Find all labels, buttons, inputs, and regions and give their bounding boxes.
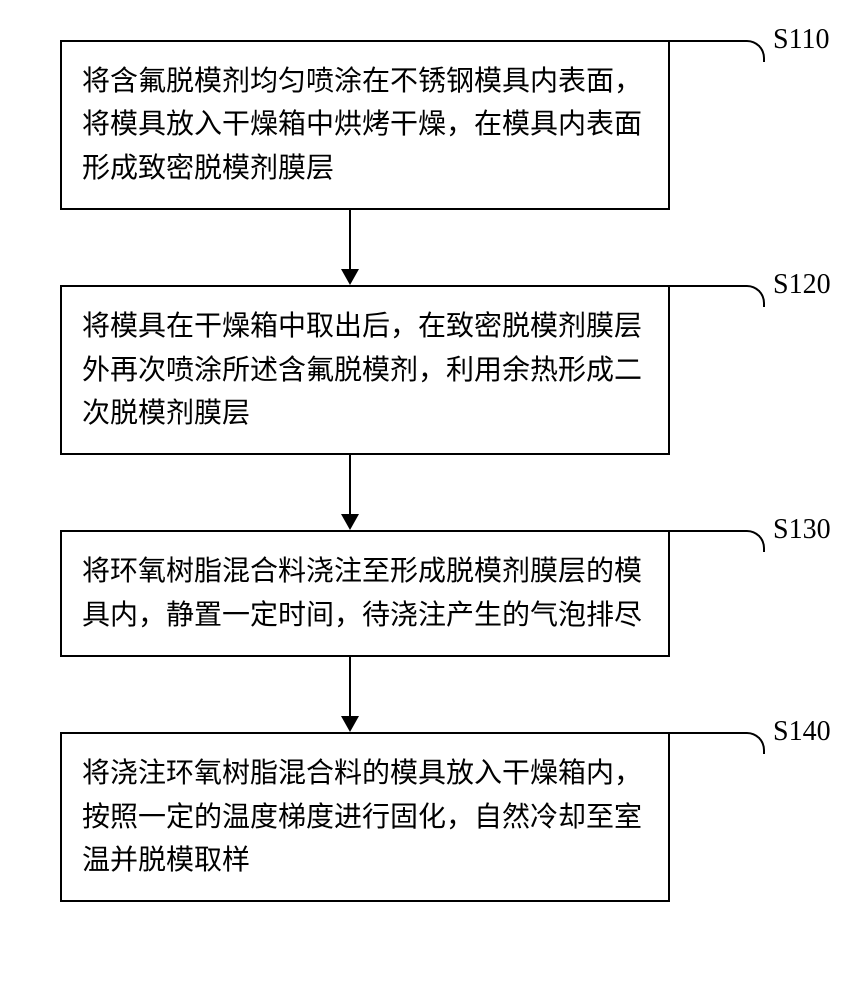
step-label-wrapper: S120 — [670, 277, 831, 307]
step-label: S140 — [773, 716, 831, 748]
connector-line-icon — [670, 530, 765, 552]
step-label-wrapper: S110 — [670, 32, 830, 62]
step-text: 将浇注环氧树脂混合料的模具放入干燥箱内，按照一定的温度梯度进行固化，自然冷却至室… — [82, 758, 642, 876]
arrow-head — [341, 716, 359, 732]
arrow-line — [349, 657, 351, 716]
step-label: S130 — [773, 514, 831, 546]
step-box-s110: 将含氟脱模剂均匀喷涂在不锈钢模具内表面，将模具放入干燥箱中烘烤干燥，在模具内表面… — [60, 40, 670, 210]
process-flowchart: 将含氟脱模剂均匀喷涂在不锈钢模具内表面，将模具放入干燥箱中烘烤干燥，在模具内表面… — [30, 40, 824, 902]
step-text: 将环氧树脂混合料浇注至形成脱模剂膜层的模具内，静置一定时间，待浇注产生的气泡排尽 — [82, 556, 642, 630]
arrow-head — [341, 514, 359, 530]
step-container-1: 将含氟脱模剂均匀喷涂在不锈钢模具内表面，将模具放入干燥箱中烘烤干燥，在模具内表面… — [30, 40, 824, 210]
step-container-3: 将环氧树脂混合料浇注至形成脱模剂膜层的模具内，静置一定时间，待浇注产生的气泡排尽… — [30, 530, 824, 657]
arrow-line — [349, 210, 351, 269]
connector-line-icon — [670, 732, 765, 754]
arrow-icon — [341, 210, 359, 285]
step-label-wrapper: S130 — [670, 522, 831, 552]
arrow-icon — [341, 657, 359, 732]
arrow-line — [349, 455, 351, 514]
arrow-head — [341, 269, 359, 285]
connector-line-icon — [670, 285, 765, 307]
arrow-icon — [341, 455, 359, 530]
step-box-s120: 将模具在干燥箱中取出后，在致密脱模剂膜层外再次喷涂所述含氟脱模剂，利用余热形成二… — [60, 285, 670, 455]
step-container-2: 将模具在干燥箱中取出后，在致密脱模剂膜层外再次喷涂所述含氟脱模剂，利用余热形成二… — [30, 285, 824, 455]
step-text: 将模具在干燥箱中取出后，在致密脱模剂膜层外再次喷涂所述含氟脱模剂，利用余热形成二… — [82, 311, 642, 429]
step-box-s130: 将环氧树脂混合料浇注至形成脱模剂膜层的模具内，静置一定时间，待浇注产生的气泡排尽 — [60, 530, 670, 657]
step-label: S110 — [773, 24, 830, 56]
step-label: S120 — [773, 269, 831, 301]
connector-line-icon — [670, 40, 765, 62]
step-box-s140: 将浇注环氧树脂混合料的模具放入干燥箱内，按照一定的温度梯度进行固化，自然冷却至室… — [60, 732, 670, 902]
step-container-4: 将浇注环氧树脂混合料的模具放入干燥箱内，按照一定的温度梯度进行固化，自然冷却至室… — [30, 732, 824, 902]
step-text: 将含氟脱模剂均匀喷涂在不锈钢模具内表面，将模具放入干燥箱中烘烤干燥，在模具内表面… — [82, 66, 642, 184]
step-label-wrapper: S140 — [670, 724, 831, 754]
